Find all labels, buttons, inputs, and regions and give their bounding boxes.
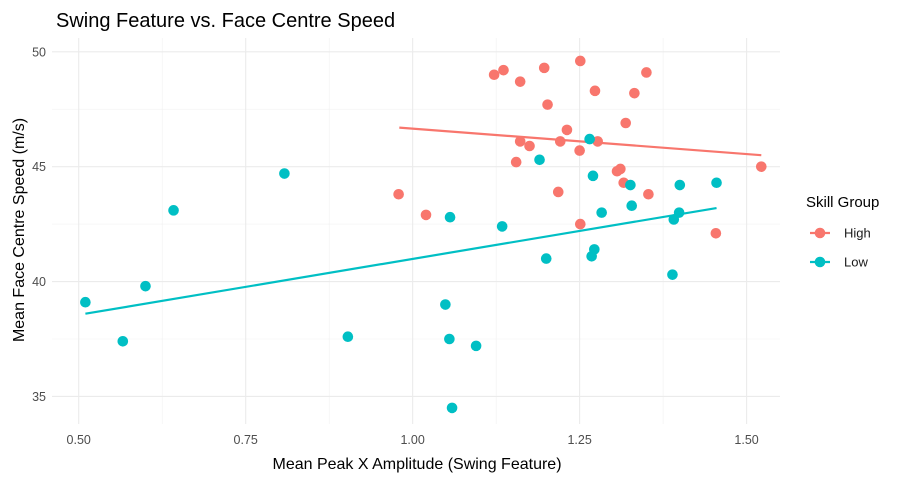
point-low: [279, 168, 290, 179]
point-low: [496, 221, 508, 232]
point-high: [510, 156, 522, 168]
point-high: [393, 188, 404, 200]
y-axis-title: Mean Face Centre Speed (m/s): [11, 118, 28, 342]
point-high: [710, 227, 722, 239]
point-high: [514, 76, 526, 87]
point-low: [342, 331, 354, 342]
point-high: [488, 69, 500, 81]
point-low: [625, 179, 636, 191]
x-tick-label: 0.50: [67, 433, 91, 447]
legend-key-point: [814, 256, 826, 268]
point-high: [589, 85, 601, 97]
legend-label-low: Low: [844, 255, 868, 270]
point-high: [643, 188, 654, 200]
point-high: [542, 99, 553, 110]
y-tick-label: 35: [32, 390, 46, 404]
point-high: [524, 140, 535, 152]
chart-title: Swing Feature vs. Face Centre Speed: [56, 10, 395, 32]
point-low: [117, 335, 129, 347]
data-points: [80, 55, 767, 414]
trend-line-high: [399, 126, 762, 157]
y-tick-label: 50: [32, 45, 46, 59]
point-high: [554, 136, 566, 147]
point-low: [534, 154, 545, 166]
point-high: [575, 218, 586, 230]
point-low: [711, 177, 722, 189]
y-tick-label: 40: [32, 275, 46, 289]
point-high: [574, 145, 585, 156]
point-low: [626, 200, 638, 212]
point-low: [667, 269, 678, 280]
point-high: [420, 209, 432, 221]
trend-line-low: [85, 206, 717, 315]
point-high: [538, 62, 550, 74]
point-low: [587, 170, 599, 182]
y-tick-label: 45: [32, 160, 46, 174]
point-low: [596, 207, 607, 218]
point-high: [629, 87, 640, 99]
x-tick-label: 1.50: [734, 433, 758, 447]
point-high: [620, 117, 632, 129]
point-high: [552, 186, 564, 198]
x-axis-title: Mean Peak X Amplitude (Swing Feature): [272, 456, 561, 473]
point-low: [446, 402, 458, 414]
axis-ticks: 0.50 0.75 1.00 1.25 1.50 35 40 45 50: [32, 45, 759, 447]
legend-label-high: High: [844, 226, 871, 241]
legend-items: High Low: [810, 226, 871, 270]
point-low: [674, 179, 686, 191]
x-tick-label: 1.25: [567, 433, 591, 447]
point-high: [575, 55, 586, 67]
point-low: [168, 205, 179, 216]
point-high: [641, 67, 652, 78]
legend-key-point: [814, 227, 826, 239]
legend: Skill Group High Low: [806, 194, 879, 270]
trend-lines: [85, 126, 762, 315]
x-tick-label: 1.00: [400, 433, 424, 447]
point-low: [470, 340, 482, 352]
point-low: [140, 280, 151, 292]
point-high: [561, 124, 573, 136]
point-high: [514, 136, 526, 147]
point-high: [498, 64, 509, 76]
point-low: [80, 296, 91, 308]
x-tick-label: 0.75: [234, 433, 258, 447]
point-low: [440, 299, 451, 310]
point-low: [584, 133, 595, 145]
point-low: [540, 253, 552, 264]
point-low: [444, 211, 456, 223]
point-low: [668, 214, 680, 225]
point-low: [444, 333, 455, 345]
legend-title: Skill Group: [806, 194, 879, 211]
point-high: [611, 165, 623, 177]
point-high: [592, 136, 603, 147]
point-low: [586, 250, 597, 262]
point-high: [755, 161, 767, 172]
